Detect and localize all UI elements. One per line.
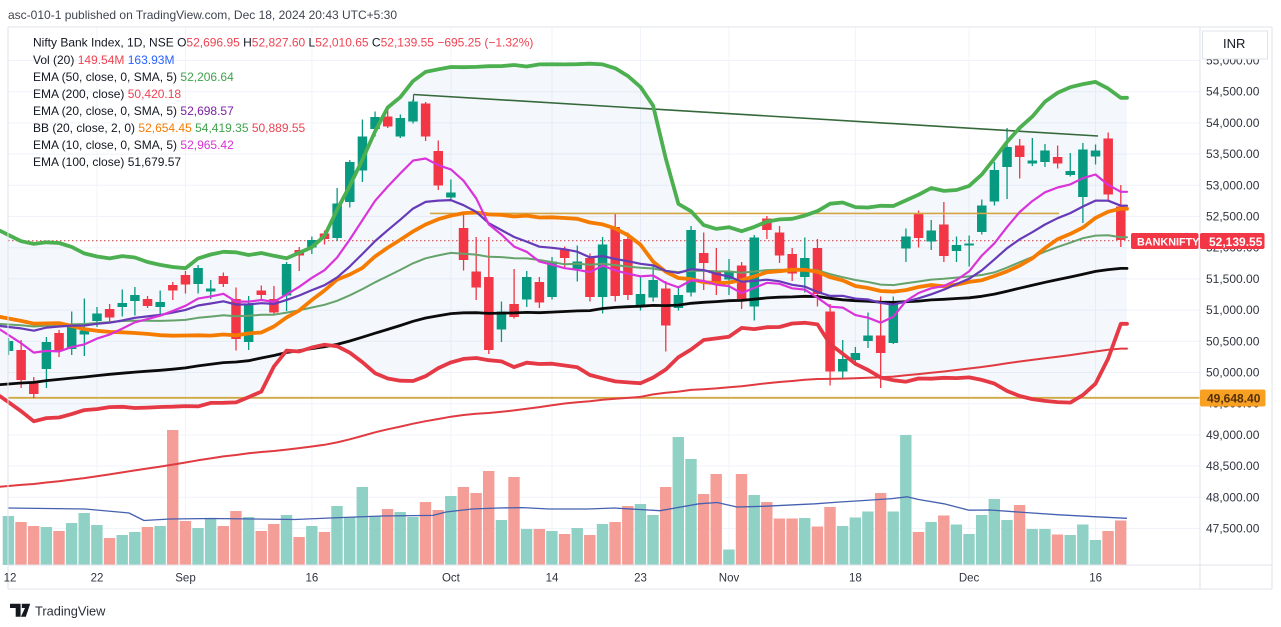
svg-text:52,500.00: 52,500.00 — [1206, 210, 1260, 224]
svg-text:47,500.00: 47,500.00 — [1206, 522, 1260, 536]
svg-text:TradingView: TradingView — [35, 603, 106, 618]
svg-text:48,500.00: 48,500.00 — [1206, 459, 1260, 473]
svg-text:BB (20, close, 2, 0) 52,654.45: BB (20, close, 2, 0) 52,654.45 54,419.35… — [33, 121, 306, 135]
svg-text:50,500.00: 50,500.00 — [1206, 334, 1260, 348]
svg-text:52,139.55: 52,139.55 — [1209, 235, 1263, 249]
svg-text:16: 16 — [1089, 573, 1102, 585]
svg-text:EMA (10, close, 0, SMA, 5) 52,: EMA (10, close, 0, SMA, 5) 52,965.42 — [33, 138, 234, 152]
svg-text:51,500.00: 51,500.00 — [1206, 272, 1260, 286]
svg-text:Sep: Sep — [175, 573, 195, 585]
svg-text:Nov: Nov — [719, 573, 740, 585]
svg-text:53,000.00: 53,000.00 — [1206, 178, 1260, 192]
svg-text:49,648.40: 49,648.40 — [1207, 392, 1261, 406]
svg-text:48,000.00: 48,000.00 — [1206, 490, 1260, 504]
svg-text:EMA (100, close) 51,679.57: EMA (100, close) 51,679.57 — [33, 155, 181, 169]
svg-text:54,500.00: 54,500.00 — [1206, 85, 1260, 99]
svg-text:53,500.00: 53,500.00 — [1206, 147, 1260, 161]
svg-text:INR: INR — [1223, 36, 1245, 51]
svg-text:14: 14 — [546, 573, 559, 585]
svg-text:Vol (20) 149.54M 163.93M: Vol (20) 149.54M 163.93M — [33, 53, 174, 67]
svg-text:18: 18 — [849, 573, 862, 585]
svg-text:50,000.00: 50,000.00 — [1206, 366, 1260, 380]
svg-text:54,000.00: 54,000.00 — [1206, 116, 1260, 130]
svg-text:49,000.00: 49,000.00 — [1206, 428, 1260, 442]
svg-text:22: 22 — [91, 573, 104, 585]
svg-text:51,000.00: 51,000.00 — [1206, 303, 1260, 317]
svg-text:Oct: Oct — [442, 573, 461, 585]
svg-text:Dec: Dec — [959, 573, 980, 585]
svg-text:EMA (200, close) 50,420.18: EMA (200, close) 50,420.18 — [33, 87, 181, 101]
svg-text:12: 12 — [4, 573, 17, 585]
svg-text:EMA (50, close, 0, SMA, 5) 52,: EMA (50, close, 0, SMA, 5) 52,206.64 — [33, 70, 234, 84]
svg-text:Nifty Bank Index, 1D, NSE O52,: Nifty Bank Index, 1D, NSE O52,696.95 H52… — [33, 36, 533, 50]
svg-text:EMA (20, close, 0, SMA, 5) 52,: EMA (20, close, 0, SMA, 5) 52,698.57 — [33, 104, 234, 118]
svg-text:16: 16 — [306, 573, 319, 585]
svg-text:23: 23 — [634, 573, 647, 585]
svg-text:BANKNIFTY: BANKNIFTY — [1137, 237, 1200, 249]
svg-text:asc-010-1 published on Trading: asc-010-1 published on TradingView.com, … — [8, 8, 397, 22]
